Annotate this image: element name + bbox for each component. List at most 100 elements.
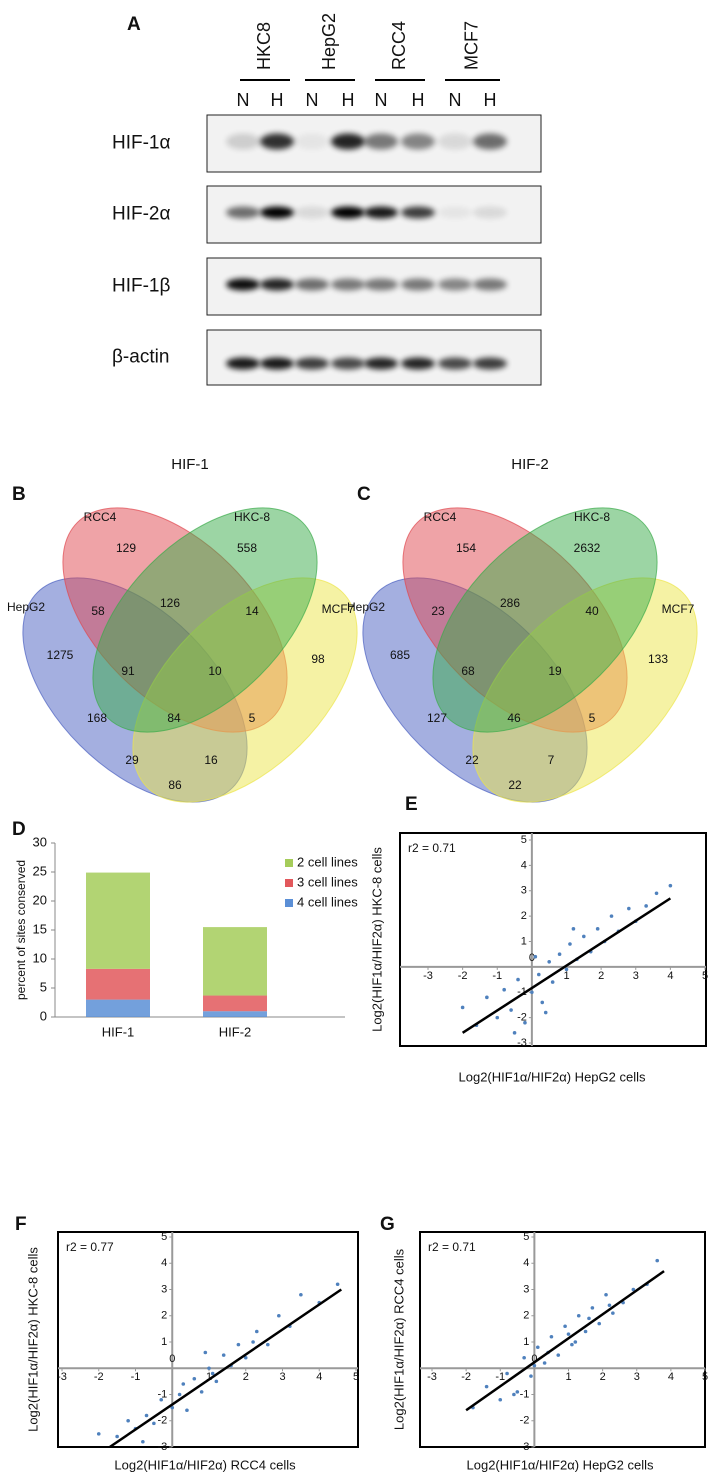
y-tick-label: 2 (521, 910, 527, 922)
blot-band (401, 278, 435, 291)
panel-label: G (380, 1214, 395, 1235)
x-tick-label: 5 (353, 1371, 359, 1383)
bar-segment (203, 927, 267, 996)
x-tick-label: 4 (316, 1371, 322, 1383)
x-tick-label: 5 (702, 1371, 708, 1383)
scatter-point (141, 1439, 145, 1444)
scatter-point (529, 1374, 533, 1378)
scatter-point (535, 1345, 540, 1350)
y-axis-label: Log2(HIF1α/HIF2α) HKC-8 cells (369, 847, 384, 1032)
bar-segment (86, 872, 150, 969)
scatter-point (582, 934, 586, 939)
x-tick-label: 3 (633, 970, 639, 982)
y-tick-label: 20 (33, 892, 47, 907)
condition-label: H (271, 90, 284, 110)
scatter-point (509, 1008, 513, 1012)
y-tick-label: 4 (523, 1257, 529, 1269)
plot-frame (57, 1231, 359, 1448)
y-tick-label: -1 (520, 1388, 530, 1400)
blot-band (226, 278, 260, 291)
scatter-point (221, 1353, 226, 1357)
venn-title: HIF-2 (511, 456, 549, 473)
venn-count: 5 (589, 711, 596, 725)
scatter-point (251, 1340, 255, 1344)
scatter-point (502, 987, 506, 992)
blot-band (331, 206, 365, 219)
scatter-point (460, 1005, 465, 1010)
venn-set (92, 507, 318, 733)
venn-set-label: HepG2 (347, 600, 385, 614)
blot-band (260, 133, 294, 150)
bar-segment (86, 999, 150, 1017)
x-tick-label: 2 (598, 970, 604, 982)
scatter-point (583, 1329, 588, 1334)
scatter-point (609, 914, 614, 918)
venn-set-label: RCC4 (424, 510, 457, 524)
x-tick-label: 1 (563, 970, 569, 982)
venn-count: 5 (249, 711, 256, 725)
scatter-point (498, 1397, 503, 1402)
legend-label: 4 cell lines (297, 894, 358, 909)
venn-count: 133 (648, 652, 668, 666)
scatter-point (505, 1371, 509, 1376)
y-tick-label: -1 (157, 1388, 167, 1400)
scatter-point (607, 1303, 612, 1308)
scatter-point (523, 1020, 527, 1025)
blot-band (295, 133, 329, 150)
panel-label: A (127, 14, 141, 35)
scatter-point (335, 1282, 340, 1287)
scatter-point (254, 1329, 259, 1334)
annotation: r2 = 0.71 (408, 841, 456, 855)
condition-label: N (306, 90, 319, 110)
protein-label: HIF-1α (112, 133, 171, 154)
scatter-point (512, 1392, 516, 1397)
blot-band (473, 206, 507, 219)
scatter-point (542, 1361, 547, 1365)
y-tick-label: 4 (161, 1257, 167, 1269)
scatter-point (214, 1379, 219, 1384)
scatter-point (210, 1371, 215, 1376)
y-tick-label: 5 (161, 1231, 167, 1243)
x-tick-label: 2 (600, 1371, 606, 1383)
scatter-point (568, 942, 572, 946)
scatter-point (587, 1316, 591, 1321)
scatter-point (557, 952, 562, 956)
venn-count: 84 (167, 711, 181, 725)
protein-label: β-actin (112, 347, 169, 368)
scatter-point (655, 1258, 660, 1263)
y-tick-label: 5 (523, 1231, 529, 1243)
y-tick-label: -1 (517, 986, 527, 998)
panel-label: F (15, 1214, 27, 1235)
x-tick-label: 4 (668, 1371, 674, 1383)
scatter-point (495, 1015, 500, 1020)
scatter-point (668, 883, 673, 888)
venn-count: 46 (507, 711, 521, 725)
scatter-point (627, 906, 631, 911)
trendline (461, 897, 672, 1034)
scatter-point (522, 1355, 526, 1360)
condition-label: N (449, 90, 462, 110)
y-tick-label: 1 (523, 1336, 529, 1348)
y-axis-label: percent of sites conserved (14, 860, 28, 1000)
x-tick-label: 5 (702, 970, 708, 982)
cell-line-label: RCC4 (389, 21, 409, 70)
blot-frame (206, 329, 542, 386)
x-tick-label: -2 (461, 1371, 471, 1383)
y-tick-label: -3 (157, 1441, 167, 1453)
blot-band (401, 206, 435, 219)
venn-count: 14 (245, 604, 259, 618)
x-tick-label: -1 (492, 970, 502, 982)
y-tick-label: 5 (521, 834, 527, 846)
venn-count: 23 (431, 604, 445, 618)
scatter-point (549, 1334, 554, 1339)
scatter-point (631, 1287, 636, 1292)
x-axis-label: Log2(HIF1α/HIF2α) RCC4 cells (114, 1457, 296, 1472)
scatter-point (203, 1350, 208, 1355)
scatter-point (530, 990, 534, 995)
bar-segment (203, 995, 267, 1012)
blot-band (473, 357, 507, 370)
blot-band (364, 278, 398, 291)
y-tick-label: 10 (33, 950, 47, 965)
venn-count: 685 (390, 648, 410, 662)
scatter-point (611, 1311, 615, 1315)
